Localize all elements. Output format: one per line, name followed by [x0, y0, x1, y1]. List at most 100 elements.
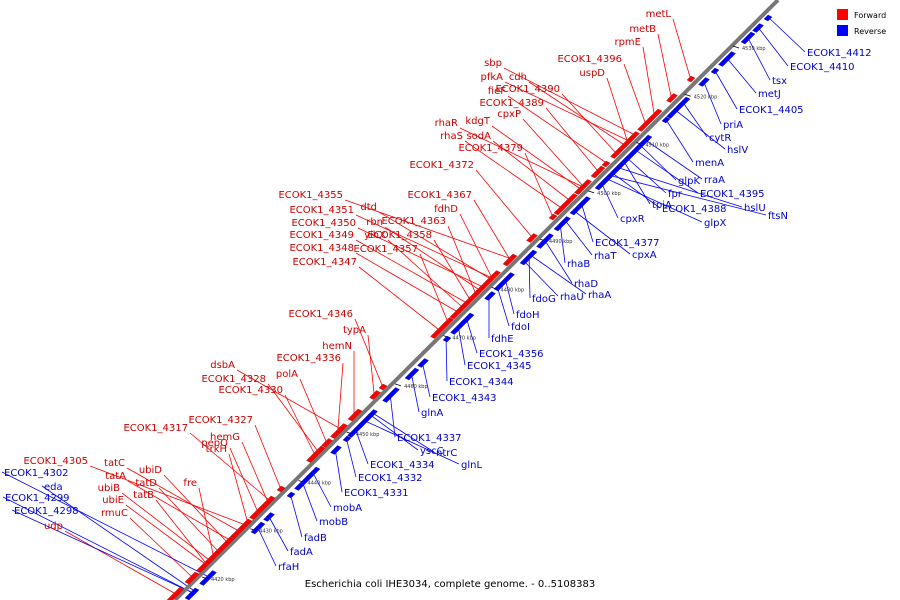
gene-label-ecok1-4305[interactable]: ECOK1_4305 — [23, 456, 88, 467]
gene-feature-ecok1-4330[interactable] — [306, 447, 324, 463]
gene-label-tatd[interactable]: tatD — [135, 478, 157, 489]
gene-label-glnl[interactable]: glnL — [461, 460, 482, 471]
gene-label-moba[interactable]: mobA — [333, 503, 362, 514]
gene-label-metb[interactable]: metB — [629, 24, 656, 35]
gene-feature-kdgt[interactable] — [574, 185, 586, 195]
gene-feature-rhab[interactable] — [553, 218, 569, 232]
gene-feature-fdoi[interactable] — [493, 284, 503, 292]
gene-label-ecok1-4349[interactable]: ECOK1_4349 — [289, 230, 354, 241]
gene-label-ubib[interactable]: ubiB — [98, 483, 120, 494]
gene-label-pfka[interactable]: pfkA — [481, 72, 504, 83]
gene-label-yihx[interactable]: yihX — [364, 230, 386, 241]
gene-label-sbp[interactable]: sbp — [484, 58, 502, 69]
gene-label-mobb[interactable]: mobB — [319, 517, 348, 528]
gene-feature-ecok1-4334[interactable] — [347, 422, 365, 438]
gene-feature-cpxa[interactable] — [569, 208, 579, 216]
gene-label-rraa[interactable]: rraA — [704, 175, 725, 186]
gene-label-ecok1-4351[interactable]: ECOK1_4351 — [289, 205, 354, 216]
gene-label-ecok1-4372[interactable]: ECOK1_4372 — [409, 160, 474, 171]
gene-feature-ecok1-4410[interactable] — [752, 23, 764, 33]
gene-feature-udp[interactable] — [166, 587, 184, 600]
gene-feature-ecok1-4348[interactable] — [449, 306, 465, 320]
gene-label-mena[interactable]: menA — [695, 158, 724, 169]
gene-label-ecok1-4334[interactable]: ECOK1_4334 — [370, 460, 435, 471]
gene-label-ecok1-4390[interactable]: ECOK1_4390 — [495, 84, 560, 95]
gene-label-soda[interactable]: sodA — [466, 131, 491, 142]
gene-feature-fief[interactable] — [601, 160, 611, 168]
gene-label-metl[interactable]: metL — [646, 9, 672, 20]
gene-label-ecok1-4356[interactable]: ECOK1_4356 — [479, 349, 544, 360]
gene-label-rhad[interactable]: rhaD — [574, 279, 598, 290]
gene-label-ecok1-4327[interactable]: ECOK1_4327 — [188, 415, 253, 426]
gene-label-pria[interactable]: priA — [723, 120, 743, 131]
gene-label-ecok1-4388[interactable]: ECOK1_4388 — [662, 204, 727, 215]
gene-label-rpme[interactable]: rpmE — [614, 37, 641, 48]
gene-label-ecok1-4298[interactable]: ECOK1_4298 — [14, 506, 79, 517]
gene-label-fdog[interactable]: fdoG — [532, 294, 556, 305]
gene-label-rhat[interactable]: rhaT — [594, 251, 617, 262]
gene-label-ecok1-4355[interactable]: ECOK1_4355 — [278, 190, 343, 201]
gene-label-cpxr[interactable]: cpxR — [620, 214, 645, 225]
gene-feature-ecok1-4302[interactable] — [199, 570, 217, 586]
gene-label-fief[interactable]: fieF — [488, 86, 506, 97]
gene-feature-ecok1-4347[interactable] — [430, 323, 448, 339]
gene-feature-tsx[interactable] — [740, 31, 756, 45]
gene-label-ecok1-4302[interactable]: ECOK1_4302 — [4, 468, 69, 479]
gene-feature-tpia[interactable] — [616, 155, 632, 169]
gene-feature-ecok1-4327[interactable] — [276, 485, 286, 493]
gene-label-ecok1-4345[interactable]: ECOK1_4345 — [467, 361, 532, 372]
gene-feature-mobb[interactable] — [294, 475, 312, 491]
gene-label-fada[interactable]: fadA — [290, 547, 313, 558]
gene-label-glna[interactable]: glnA — [421, 408, 443, 419]
gene-feature-rfah[interactable] — [250, 521, 266, 535]
gene-feature-ecok1-4343[interactable] — [417, 358, 429, 368]
gene-label-ftsn[interactable]: ftsN — [768, 211, 788, 222]
gene-feature-ecok1-4396[interactable] — [637, 116, 655, 132]
gene-feature-rhad[interactable] — [536, 233, 554, 249]
gene-feature-ecok1-4390[interactable] — [610, 149, 622, 159]
gene-feature-glna[interactable] — [404, 367, 420, 381]
gene-label-fdoh[interactable]: fdoH — [516, 310, 540, 321]
gene-feature-pola[interactable] — [321, 438, 333, 448]
gene-feature-ecok1-4389[interactable] — [590, 165, 606, 179]
gene-label-cdh[interactable]: cdh — [509, 72, 527, 83]
gene-label-tatc[interactable]: tatC — [104, 458, 125, 469]
gene-label-pola[interactable]: polA — [276, 369, 298, 380]
gene-feature-hemn[interactable] — [347, 408, 363, 422]
gene-label-ecok1-4405[interactable]: ECOK1_4405 — [739, 105, 804, 116]
gene-feature-fdog[interactable] — [522, 249, 538, 263]
gene-feature-tatb[interactable] — [201, 560, 211, 568]
gene-feature-metb[interactable] — [666, 93, 678, 103]
gene-feature-hslv[interactable] — [666, 103, 684, 119]
gene-feature-typa[interactable] — [369, 390, 381, 400]
gene-feature-ecok1-4349[interactable] — [461, 300, 471, 308]
gene-feature-mena[interactable] — [661, 116, 671, 124]
gene-label-typa[interactable]: typA — [343, 325, 366, 336]
gene-feature-pria[interactable] — [698, 77, 710, 87]
gene-label-cpxa[interactable]: cpxA — [632, 250, 657, 261]
gene-label-uspd[interactable]: uspD — [579, 68, 605, 79]
gene-label-ecok1-4330[interactable]: ECOK1_4330 — [218, 385, 283, 396]
gene-feature-rmuc[interactable] — [184, 571, 200, 585]
gene-label-rhas[interactable]: rhaS — [440, 131, 463, 142]
gene-label-ecok1-4344[interactable]: ECOK1_4344 — [449, 377, 514, 388]
gene-label-ecok1-4331[interactable]: ECOK1_4331 — [344, 488, 409, 499]
gene-label-ecok1-4336[interactable]: ECOK1_4336 — [276, 353, 341, 364]
gene-feature-fdhe[interactable] — [484, 291, 496, 301]
gene-label-glpx[interactable]: glpX — [704, 218, 726, 229]
gene-feature-fada[interactable] — [263, 512, 275, 522]
gene-feature-ecok1-4298[interactable] — [184, 587, 200, 600]
gene-label-fdhe[interactable]: fdhE — [491, 334, 514, 345]
gene-label-rhau[interactable]: rhaU — [560, 292, 584, 303]
gene-label-tata[interactable]: tatA — [105, 471, 126, 482]
gene-label-rbn[interactable]: rbn — [366, 217, 383, 228]
gene-label-pepq[interactable]: pepQ — [201, 438, 228, 449]
gene-label-fre[interactable]: fre — [183, 478, 197, 489]
gene-label-ecok1-4357[interactable]: ECOK1_4357 — [353, 244, 418, 255]
gene-label-hslu[interactable]: hslU — [744, 203, 766, 214]
gene-label-rhab[interactable]: rhaB — [567, 259, 590, 270]
gene-label-ecok1-4412[interactable]: ECOK1_4412 — [807, 48, 872, 59]
gene-label-yscc[interactable]: yscC — [420, 446, 444, 457]
gene-label-fdhd[interactable]: fdhD — [434, 204, 458, 215]
gene-label-ecok1-4367[interactable]: ECOK1_4367 — [407, 190, 472, 201]
